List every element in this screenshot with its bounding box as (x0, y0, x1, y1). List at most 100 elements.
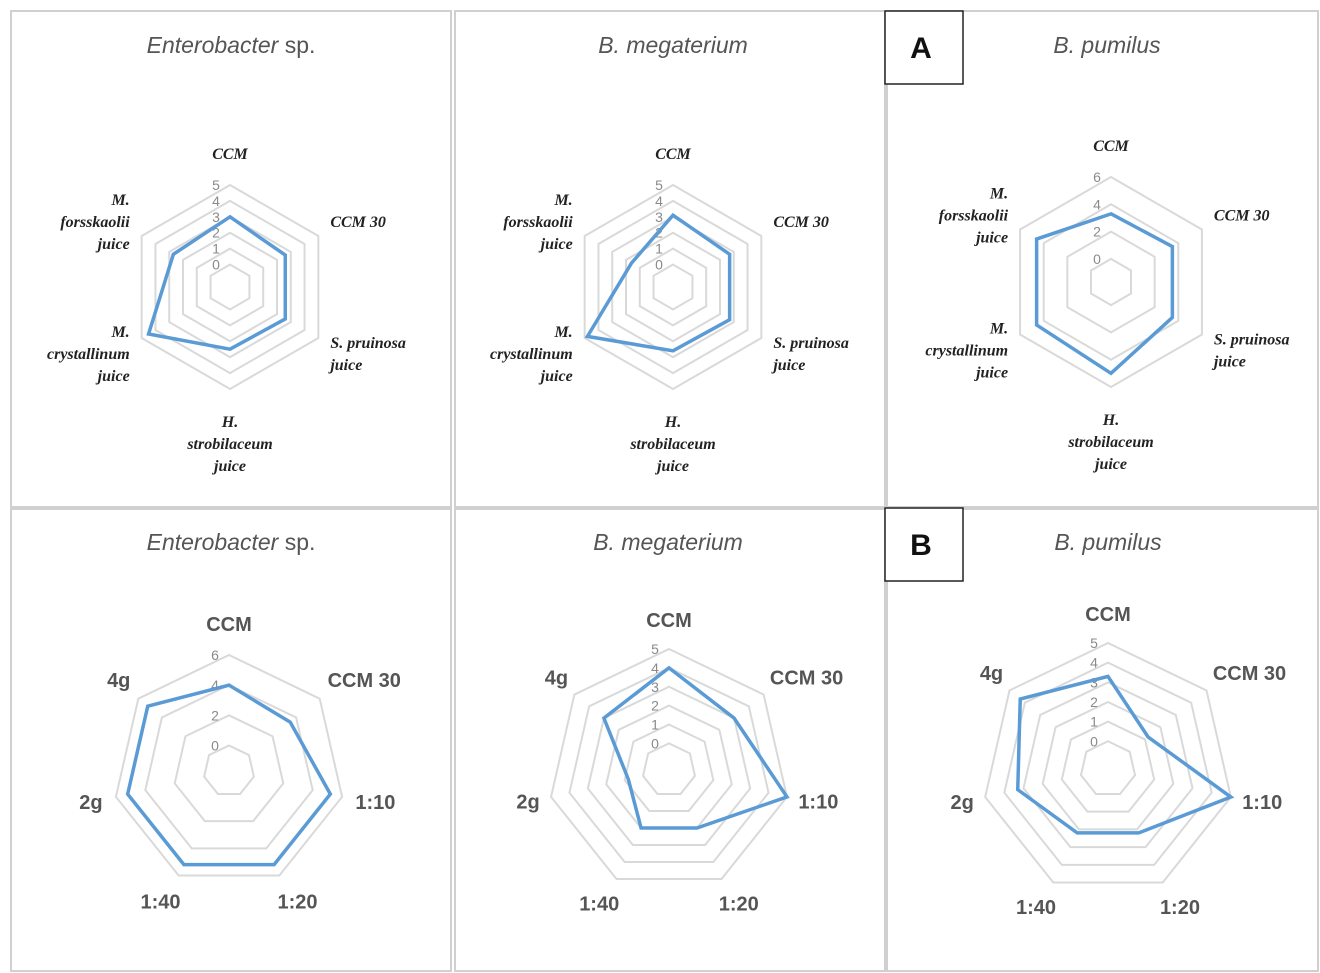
grid-ring (182, 231, 278, 343)
axis-label-line: 1:10 (1242, 792, 1282, 814)
axis-label-line: 4g (980, 663, 1003, 685)
panel-letter-text-B: B (910, 529, 932, 562)
axis-label-line: juice (211, 458, 246, 475)
tick-label: 4 (211, 677, 219, 693)
axis-label-line: S. pruinosa (773, 335, 849, 352)
series-polygon (1034, 211, 1175, 376)
grid-ring (1089, 257, 1133, 307)
tick-label: 5 (651, 641, 659, 657)
axis-label: CCM 30 (773, 214, 829, 231)
radar-chart-5: B. megaterium 0 1 2 3 4 5 CCM CCM 30 1:10 1:20 1:40… (516, 529, 843, 915)
axis-label-line: juice (327, 357, 362, 374)
axis-label-line: CCM (212, 146, 248, 163)
axis-label-line: 4g (545, 667, 568, 689)
axis-label-line: juice (1211, 354, 1246, 371)
axis-label-line: strobilaceum (186, 436, 272, 453)
grid-ring (586, 685, 752, 847)
axis-label-line: strobilaceum (629, 436, 715, 453)
chart-title-italic: B. megaterium (598, 32, 748, 58)
axis-label-line: forsskaolii (503, 214, 573, 231)
chart-title-italic: B. pumilus (1053, 32, 1161, 58)
grid-ring (140, 183, 320, 391)
axis-label-line: juice (538, 236, 573, 253)
axis-label: CCM (646, 610, 692, 632)
axis-label: 1:20 (719, 893, 759, 915)
axis-label-line: 1:10 (798, 792, 838, 814)
chart-title-italic: B. megaterium (593, 529, 743, 555)
grid-ring (641, 742, 697, 795)
grid-ring (1022, 681, 1194, 849)
axis-label: CCM 30 (770, 667, 843, 689)
grid-ring (1079, 740, 1137, 795)
grid-ring (623, 723, 715, 812)
chart-title-plain: sp. (278, 32, 315, 58)
tick-label: 0 (651, 735, 659, 751)
axis-label: CCM 30 (328, 670, 401, 692)
axis-label-line: M. (989, 186, 1008, 203)
axis-label: CCM 30 (1214, 208, 1270, 225)
tick-label: 2 (651, 698, 659, 714)
axis-label-line: CCM 30 (773, 214, 829, 231)
grid-ring (568, 666, 770, 864)
axis-label: 1:10 (355, 792, 395, 814)
grid-ring (597, 199, 749, 375)
grid-ring (1019, 175, 1203, 389)
axis-label-line: CCM 30 (1213, 663, 1286, 685)
grid-ring (1042, 203, 1180, 361)
grid-ring (638, 247, 708, 327)
axis-label: S. pruinosa juice (1211, 332, 1290, 371)
axis-label-line: CCM 30 (328, 670, 401, 692)
axis-label-line: strobilaceum (1067, 434, 1153, 451)
grid-ring (583, 183, 763, 391)
chart-title-plain: sp. (278, 529, 315, 555)
tick-label: 5 (1090, 635, 1098, 651)
tick-label: 0 (211, 737, 219, 753)
grid-ring (984, 641, 1232, 884)
series-polygon (125, 683, 333, 867)
series-polygon (146, 214, 288, 352)
axis-label: M. forsskaolii juice (503, 192, 573, 253)
tick-label: 6 (211, 647, 219, 663)
axis-label: 1:40 (579, 893, 619, 915)
series-polygon (601, 665, 790, 830)
axis-label-line: S. pruinosa (330, 335, 406, 352)
grid-ring (652, 263, 694, 311)
axis-label: 1:10 (1242, 792, 1282, 814)
grid-ring (1066, 230, 1156, 334)
grid-ring (1041, 700, 1175, 831)
axis-label-line: juice (95, 368, 130, 385)
chart-title: Enterobacter sp. (147, 529, 316, 555)
axis-label-line: 2g (950, 792, 973, 814)
grid-ring (1060, 720, 1156, 813)
panel-letter-B: B (884, 507, 964, 582)
axis-label-line: M. (110, 324, 129, 341)
tick-label: 0 (655, 257, 663, 273)
axis-label: 4g (545, 667, 568, 689)
chart-title-italic: Enterobacter (147, 32, 280, 58)
axis-label-line: CCM 30 (330, 214, 386, 231)
tick-label: 0 (1093, 251, 1101, 267)
panel-frames (10, 10, 1319, 972)
axis-label-line: M. (110, 192, 129, 209)
tick-label: 1 (1090, 714, 1098, 730)
grid-ring (203, 744, 255, 795)
tick-label: 5 (655, 177, 663, 193)
axis-label: H. strobilaceum juice (1067, 412, 1153, 473)
axis-label: 1:40 (140, 892, 180, 914)
axis-label: M. crystallinum juice (490, 324, 573, 385)
tick-label: 2 (1093, 224, 1101, 240)
axis-label-line: M. (553, 324, 572, 341)
axis-label-line: 4g (107, 670, 130, 692)
series-polygon (1015, 674, 1235, 835)
axis-label: 2g (79, 792, 102, 814)
tick-label: 3 (655, 209, 663, 225)
axis-label-line: juice (973, 365, 1008, 382)
grid-ring (209, 263, 251, 311)
axis-label-line: forsskaolii (939, 208, 1009, 225)
axis-label-line: 1:20 (277, 892, 317, 914)
axis-label-line: crystallinum (47, 346, 130, 363)
axis-label-line: 1:40 (1016, 897, 1056, 919)
axis-label-line: 2g (79, 792, 102, 814)
axis-label-line: juice (973, 230, 1008, 247)
